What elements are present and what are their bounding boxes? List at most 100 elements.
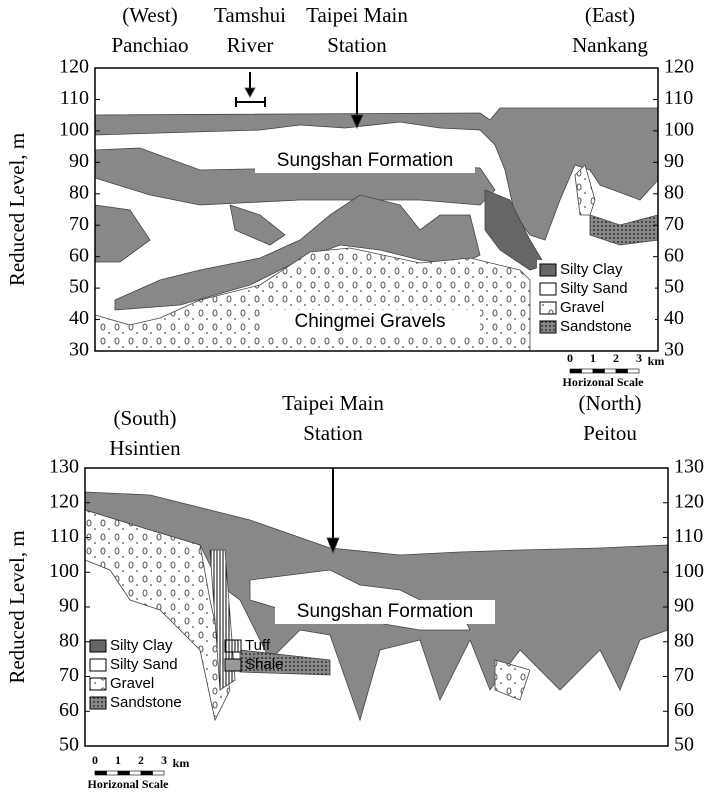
y-tick-label: 110 — [664, 87, 693, 109]
scale-tick: 3 — [161, 753, 167, 767]
scale-bar — [141, 771, 153, 775]
y-tick-label: 70 — [59, 664, 79, 686]
y-tick-label: 100 — [59, 118, 89, 140]
section-2 — [85, 468, 668, 720]
y-tick-label: 130 — [674, 456, 704, 478]
y-tick-label: 80 — [59, 629, 79, 651]
y-tick-label: 120 — [59, 56, 89, 78]
y-tick-label: 130 — [49, 456, 79, 478]
scale-unit: km — [173, 756, 190, 770]
legend-label: Gravel — [110, 675, 154, 692]
y-tick-label: 120 — [664, 56, 694, 78]
y-tick-label: 80 — [664, 181, 684, 203]
y-tick-label: 110 — [60, 87, 89, 109]
legend-label: Shale — [245, 656, 283, 673]
y-axis-label: Reduced Level, m — [5, 530, 29, 683]
y-tick-label: 90 — [664, 150, 684, 172]
scale-bar — [107, 771, 119, 775]
y-tick-label: 30 — [664, 339, 684, 361]
y-tick-label: 50 — [69, 276, 89, 298]
y-tick-label: 90 — [69, 150, 89, 172]
location-label: (West) — [122, 3, 177, 27]
y-tick-label: 60 — [69, 244, 89, 266]
y-tick-label: 50 — [664, 276, 684, 298]
scale-bar — [582, 369, 594, 373]
scale-bar — [95, 771, 107, 775]
location-label: (South) — [114, 406, 177, 430]
scale-tick: 0 — [92, 753, 98, 767]
y-tick-label: 100 — [664, 118, 694, 140]
y-tick-label: 60 — [664, 244, 684, 266]
location-label: Peitou — [583, 421, 637, 445]
cross-sections: (West) Panchiao Tamshui River Taipei Main Sta… — [0, 0, 713, 793]
location-label: Tamshui — [214, 3, 286, 27]
location-label: Station — [303, 421, 363, 445]
location-label: (East) — [585, 3, 635, 27]
legend-label: Gravel — [560, 299, 604, 316]
y-tick-label: 120 — [49, 490, 79, 512]
y-tick-label: 110 — [674, 525, 703, 547]
legend-label: Silty Clay — [560, 261, 623, 278]
scale-tick: 2 — [138, 753, 144, 767]
legend-label: Sandstone — [560, 318, 632, 335]
y-tick-label: 90 — [59, 595, 79, 617]
scale-tick: 2 — [613, 351, 619, 365]
legend-swatch — [90, 640, 106, 652]
y-tick-label: 40 — [664, 307, 684, 329]
legend-swatch — [540, 302, 556, 314]
scale-tick: 0 — [567, 351, 573, 365]
location-label: Taipei Main — [282, 391, 384, 415]
scale-bar — [605, 369, 617, 373]
scale-bar — [130, 771, 142, 775]
y-tick-label: 40 — [69, 307, 89, 329]
y-tick-label: 100 — [674, 560, 704, 582]
location-label: Hsintien — [109, 436, 181, 460]
y-tick-label: 100 — [49, 560, 79, 582]
y-tick-label: 30 — [69, 339, 89, 361]
y-tick-label: 60 — [59, 699, 79, 721]
scale-unit: km — [648, 354, 665, 368]
scale-bar — [118, 771, 130, 775]
scale-bar — [616, 369, 628, 373]
legend-swatch — [540, 321, 556, 333]
scale-tick: 3 — [636, 351, 642, 365]
scale-tick: 1 — [590, 351, 596, 365]
scale-caption: Horizonal Scale — [88, 777, 170, 791]
location-label: Nankang — [572, 33, 648, 57]
legend-swatch — [90, 697, 106, 709]
scale-bar — [628, 369, 640, 373]
scale-bar — [570, 369, 582, 373]
y-tick-label: 70 — [664, 213, 684, 235]
legend-label: Silty Sand — [110, 656, 178, 673]
legend-swatch — [90, 659, 106, 671]
location-label: (North) — [579, 391, 642, 415]
legend-label: Silty Sand — [560, 280, 628, 297]
scale-bar — [153, 771, 165, 775]
y-tick-label: 50 — [674, 734, 694, 756]
location-label: Station — [327, 33, 387, 57]
y-tick-label: 70 — [69, 213, 89, 235]
y-tick-label: 70 — [674, 664, 694, 686]
y-axis-label: Reduced Level, m — [5, 133, 29, 286]
y-tick-label: 90 — [674, 595, 694, 617]
formation-label: Sungshan Formation — [297, 601, 473, 622]
legend-swatch — [540, 283, 556, 295]
location-label: Taipei Main — [306, 3, 408, 27]
y-tick-label: 50 — [59, 734, 79, 756]
y-tick-label: 110 — [50, 525, 79, 547]
legend-swatch — [90, 678, 106, 690]
y-tick-label: 120 — [674, 490, 704, 512]
scale-bar — [593, 369, 605, 373]
legend-label: Silty Clay — [110, 637, 173, 654]
scale-tick: 1 — [115, 753, 121, 767]
legend-label: Tuff — [245, 637, 271, 654]
location-label: Panchiao — [112, 33, 189, 57]
scale-caption: Horizonal Scale — [563, 375, 645, 389]
formation-label: Chingmei Gravels — [295, 311, 446, 332]
legend-swatch — [540, 264, 556, 276]
legend-label: Sandstone — [110, 694, 182, 711]
y-tick-label: 60 — [674, 699, 694, 721]
location-label: River — [227, 33, 274, 57]
legend-swatch — [225, 659, 241, 671]
formation-label: Sungshan Formation — [277, 150, 453, 171]
